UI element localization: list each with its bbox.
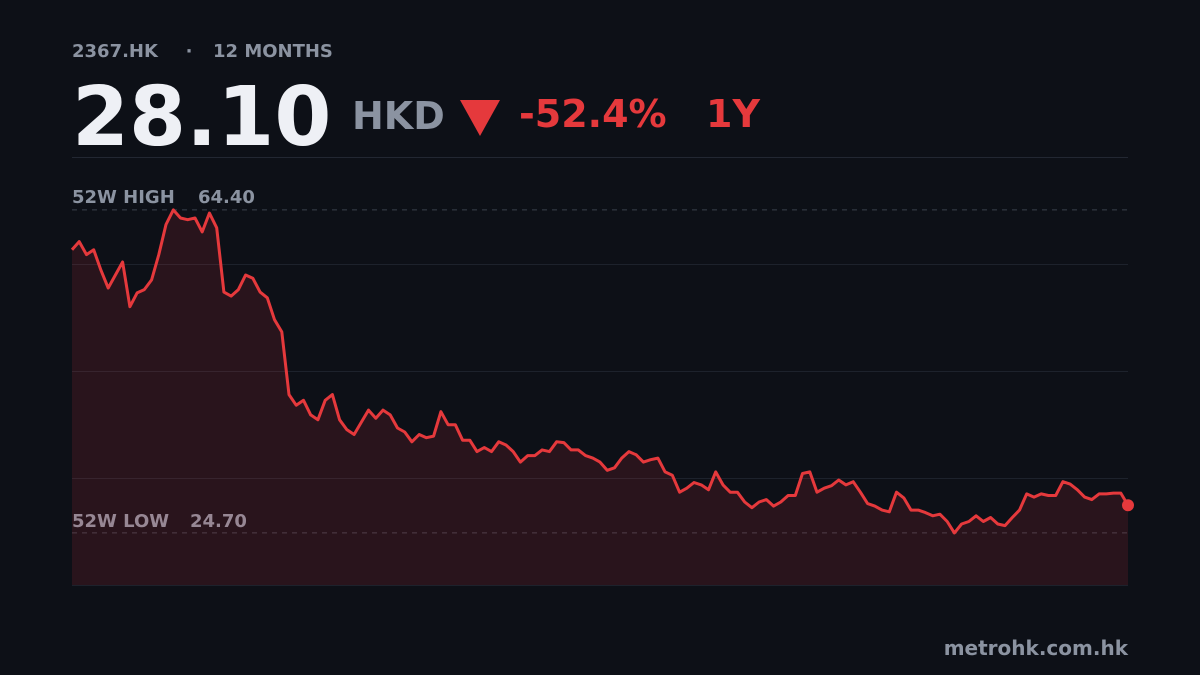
low-value: 24.70 bbox=[190, 511, 247, 532]
price: 28.10 bbox=[72, 70, 331, 165]
period: 12 MONTHS bbox=[213, 41, 333, 62]
ticker: 2367.HK bbox=[72, 41, 159, 62]
low-label: 52W LOW bbox=[72, 511, 169, 532]
range: 1Y bbox=[706, 92, 760, 136]
last-point bbox=[1122, 499, 1134, 512]
source: metrohk.com.hk bbox=[944, 636, 1129, 660]
high-value: 64.40 bbox=[198, 187, 255, 208]
area bbox=[72, 209, 1128, 585]
currency: HKD bbox=[352, 94, 445, 138]
down-arrow bbox=[460, 100, 500, 136]
plot: 52W HIGH 64.40 52W LOW 24.70 bbox=[70, 187, 1134, 585]
grid bbox=[72, 264, 1128, 586]
price-line bbox=[70, 208, 1130, 535]
separator: · bbox=[186, 41, 193, 62]
high-label: 52W HIGH bbox=[72, 187, 175, 208]
change: -52.4% bbox=[519, 92, 667, 136]
